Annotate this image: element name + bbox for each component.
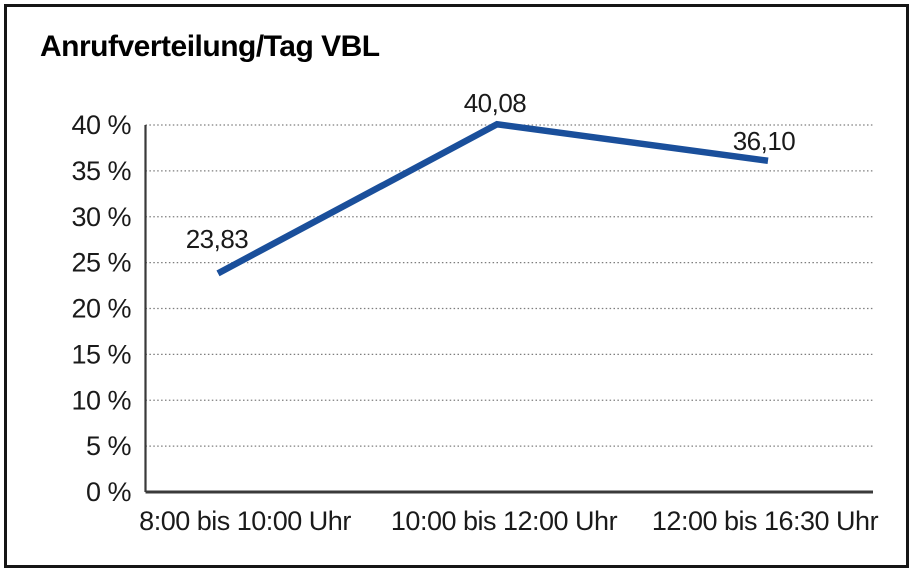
y-tick-label: 25 %: [71, 248, 131, 278]
y-tick-label: 15 %: [71, 339, 131, 369]
y-tick-label: 0 %: [86, 477, 132, 507]
y-tick-label: 35 %: [71, 156, 131, 186]
y-tick-label: 10 %: [71, 385, 131, 415]
y-tick-label: 5 %: [86, 431, 132, 461]
y-tick-label: 30 %: [71, 202, 131, 232]
y-tick-label: 20 %: [71, 294, 131, 324]
chart-frame: [4, 4, 909, 568]
data-line: [216, 120, 769, 277]
y-tick-label: 40 %: [71, 110, 131, 140]
x-category-label: 10:00 bis 12:00 Uhr: [391, 506, 618, 536]
chart-title: Anrufverteilung/Tag VBL: [40, 30, 380, 63]
x-category-label: 12:00 bis 16:30 Uhr: [652, 506, 879, 536]
x-category-label: 8:00 bis 10:00 Uhr: [139, 506, 351, 536]
data-label: 36,10: [733, 126, 796, 156]
data-label: 23,83: [186, 224, 249, 254]
data-label: 40,08: [464, 88, 527, 118]
